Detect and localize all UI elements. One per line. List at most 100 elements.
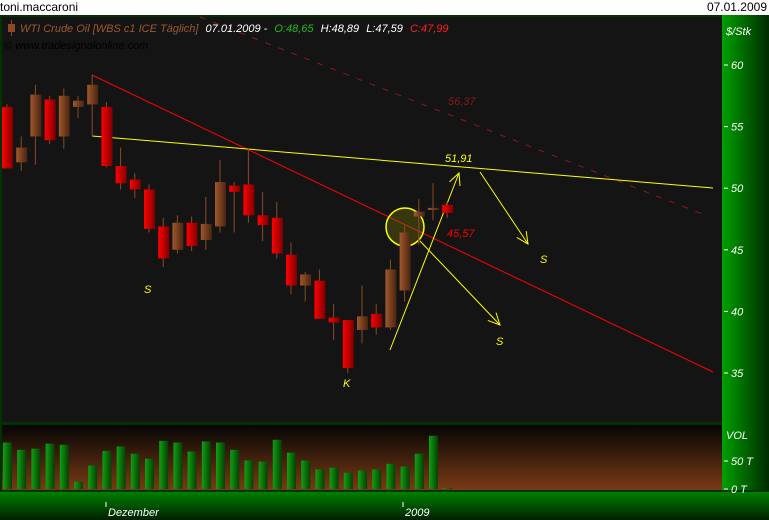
volume-bar [31, 448, 41, 489]
candle-bear [144, 189, 155, 229]
user-name: toni.maccaroni [0, 0, 79, 14]
candle-bear [115, 166, 127, 184]
annotation: S [496, 336, 504, 348]
candle-bull [172, 222, 184, 250]
candle-bull [87, 84, 99, 105]
ytick-label: 55 [731, 122, 744, 134]
candle-bull [385, 269, 397, 328]
candle-bull [30, 94, 42, 137]
volume-bar [187, 451, 197, 489]
price-chart[interactable]: $/Stk 35 40 45 50 55 60 56,37 51,91 45,57 S S S K V… [0, 15, 769, 520]
vol-tick-50: 50 T [731, 456, 754, 468]
vol-tick-0: 0 T [731, 484, 748, 496]
volume-bar [145, 458, 154, 489]
candle-bull [73, 100, 84, 107]
candle-bull [357, 316, 368, 330]
xtick-dezember: Dezember [108, 507, 160, 519]
candle-bear [271, 217, 283, 254]
volume-bar [173, 442, 183, 489]
volume-bar [343, 472, 353, 489]
volume-bar [45, 443, 55, 489]
price-axis [722, 15, 769, 490]
candle-bear [371, 313, 383, 328]
volume-bar [59, 444, 69, 489]
legend-open: O:48,65 [274, 23, 314, 35]
volume-bar [3, 442, 12, 489]
candle-bull [428, 207, 439, 210]
candle-bear [158, 226, 170, 259]
candle-bull [200, 223, 212, 240]
volume-axis-label: VOL [726, 430, 748, 442]
annotation: K [343, 378, 351, 390]
dashed-trendline [199, 16, 706, 216]
candle-bull [399, 232, 411, 291]
legend-high: H:48,89 [321, 23, 360, 35]
legend-low: L:47,59 [366, 23, 403, 35]
candle-bear [314, 280, 326, 319]
candle-bull [16, 147, 28, 163]
copyright: © www.tradesignalonline.com [4, 40, 148, 52]
candle-bear [342, 320, 354, 369]
volume-bar [386, 463, 396, 489]
volume-bar [116, 446, 126, 489]
ytick-label: 35 [731, 368, 744, 380]
candle-bear [186, 222, 198, 247]
window-date: 07.01.2009 [706, 0, 767, 14]
volume-bar [400, 466, 410, 489]
arrow-line [419, 240, 501, 326]
candle-bear [44, 99, 56, 141]
candle-bull [413, 211, 425, 217]
volume-bar [216, 442, 225, 489]
volume-bar [230, 449, 240, 489]
candle-bear [229, 185, 241, 192]
annotation: 51,91 [445, 153, 473, 165]
annotation: 45,57 [447, 228, 475, 240]
volume-bar [429, 435, 438, 489]
volume-bar [88, 465, 98, 489]
legend: WTI Crude Oil [WBS c1 ICE Täglich] 07.01… [20, 23, 448, 35]
candle-bear [257, 215, 269, 226]
annotation: S [144, 284, 152, 296]
ytick-label: 60 [731, 60, 744, 72]
volume-bar [287, 452, 296, 489]
legend-instrument: WTI Crude Oil [WBS c1 ICE Täglich] [20, 23, 199, 35]
price-panel [2, 17, 722, 422]
price-axis-label: $/Stk [725, 26, 752, 38]
volume-bar [258, 461, 268, 489]
annotation: S [540, 254, 548, 266]
volume-bar [443, 487, 453, 489]
volume-bar [372, 469, 382, 489]
volume-bar [272, 439, 282, 489]
arrow-head-icon [516, 231, 529, 245]
candle-bear [243, 184, 255, 216]
volume-bar [130, 453, 140, 489]
candle-bear [286, 254, 297, 286]
volume-bar [315, 469, 325, 489]
annotation: 56,37 [448, 96, 476, 108]
yellow-trendline [91, 135, 714, 189]
candle-bear [101, 106, 113, 167]
arrow-head-icon [487, 312, 501, 326]
volume-bar [329, 467, 339, 489]
candle-bear [129, 179, 141, 190]
legend-date: 07.01.2009 - [206, 23, 268, 35]
candle-bull [300, 274, 312, 286]
volume-bar [17, 449, 27, 489]
window-titlebar: toni.maccaroni 07.01.2009 [0, 0, 769, 15]
volume-bar [244, 460, 254, 489]
xtick-2009: 2009 [404, 507, 429, 519]
legend-close: C:47,99 [410, 23, 449, 35]
volume-bar [201, 441, 211, 489]
volume-bar [159, 440, 169, 489]
candle-bull [58, 95, 70, 137]
volume-bar [358, 470, 367, 489]
volume-bar [414, 453, 424, 489]
candle-bull [215, 182, 226, 227]
arrow-line [479, 171, 529, 245]
candle-bear [328, 317, 340, 323]
candle-bear [2, 106, 13, 169]
red-trendline [91, 74, 714, 373]
ytick-label: 40 [731, 306, 744, 318]
volume-bar [301, 460, 311, 489]
ytick-label: 50 [731, 183, 744, 195]
